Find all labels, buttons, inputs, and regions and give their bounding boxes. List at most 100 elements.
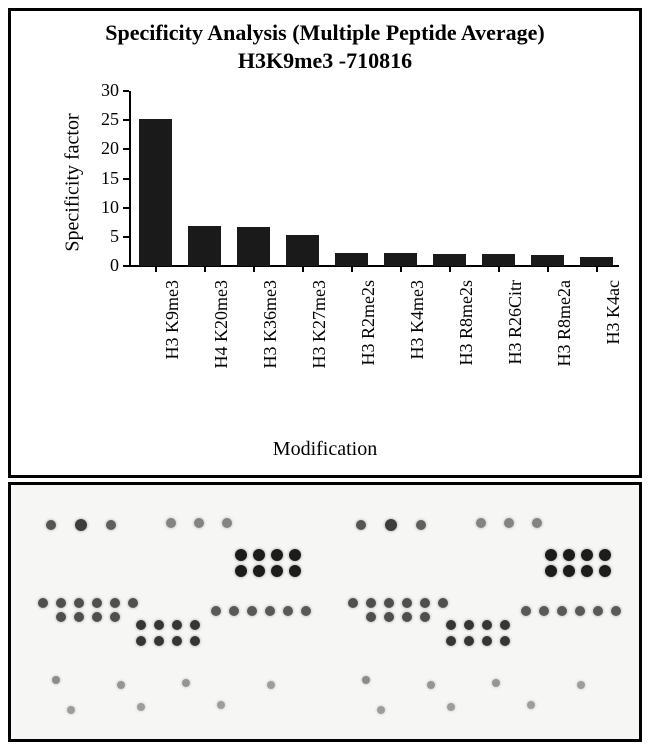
chart-title-line1: Specificity Analysis (Multiple Peptide A… — [11, 19, 639, 47]
blot-spot — [362, 676, 370, 684]
bar — [139, 119, 172, 266]
blot-spot — [253, 549, 265, 561]
blot-spot — [447, 703, 455, 711]
blot-spot — [464, 620, 474, 630]
y-tick-label: 15 — [79, 168, 119, 189]
blot-spot — [92, 612, 102, 622]
blot-spot — [136, 620, 146, 630]
blot-spot — [476, 518, 486, 528]
blot-spot — [271, 565, 283, 577]
blot-spot — [235, 565, 247, 577]
blot-spot — [563, 565, 575, 577]
blot-spot — [504, 518, 514, 528]
y-tick-label: 30 — [79, 80, 119, 101]
blot-image — [11, 485, 639, 739]
blot-spot — [56, 612, 66, 622]
blot-spot — [577, 681, 585, 689]
blot-spot — [289, 565, 301, 577]
blot-spot — [235, 549, 247, 561]
category-label: H3 K4ac — [603, 280, 624, 430]
blot-spot — [492, 679, 500, 687]
bar — [433, 254, 466, 266]
chart-panel: Specificity Analysis (Multiple Peptide A… — [8, 8, 642, 478]
blot-spot — [384, 598, 394, 608]
blot-spot — [289, 549, 301, 561]
blot-spot — [420, 598, 430, 608]
blot-spot — [416, 520, 426, 530]
blot-spot — [154, 636, 164, 646]
blot-spot — [128, 598, 138, 608]
blot-spot — [229, 606, 239, 616]
blot-spot — [427, 681, 435, 689]
blot-spot — [190, 636, 200, 646]
blot-spot — [420, 612, 430, 622]
x-axis-label: Modification — [11, 438, 639, 461]
blot-spot — [222, 518, 232, 528]
blot-spot — [172, 620, 182, 630]
blot-spot — [75, 519, 87, 531]
blot-spot — [402, 612, 412, 622]
blot-spot — [38, 598, 48, 608]
blot-spot — [593, 606, 603, 616]
category-label: H3 K27me3 — [309, 280, 330, 430]
y-tick-label: 5 — [79, 226, 119, 247]
blot-spot — [482, 620, 492, 630]
blot-spot — [74, 598, 84, 608]
blot-spot — [348, 598, 358, 608]
category-label: H3 K4me3 — [407, 280, 428, 430]
blot-spot — [377, 706, 385, 714]
blot-spot — [527, 701, 535, 709]
blot-spot — [500, 620, 510, 630]
blot-spot — [482, 636, 492, 646]
blot-spot — [154, 620, 164, 630]
y-tick-label: 20 — [79, 138, 119, 159]
blot-spot — [217, 701, 225, 709]
blot-spot — [599, 565, 611, 577]
category-label: H3 R2me2s — [358, 280, 379, 430]
bar — [482, 254, 515, 266]
blot-spot — [384, 612, 394, 622]
blot-spot — [110, 612, 120, 622]
blot-spot — [137, 703, 145, 711]
category-label: H3 R8me2s — [456, 280, 477, 430]
bar — [384, 253, 417, 266]
blot-spot — [366, 598, 376, 608]
y-tick-label: 0 — [79, 255, 119, 276]
category-label: H4 K20me3 — [211, 280, 232, 430]
blot-spot — [385, 519, 397, 531]
blot-spot — [106, 520, 116, 530]
blot-spot — [190, 620, 200, 630]
chart-title-line2: H3K9me3 -710816 — [11, 47, 639, 75]
blot-spot — [182, 679, 190, 687]
blot-spot — [356, 520, 366, 530]
blot-spot — [581, 565, 593, 577]
blot-spot — [611, 606, 621, 616]
blot-spot — [52, 676, 60, 684]
blot-spot — [532, 518, 542, 528]
blot-spot — [253, 565, 265, 577]
bar — [531, 255, 564, 266]
bar — [237, 227, 270, 266]
y-tick-label: 10 — [79, 197, 119, 218]
y-tick-label: 25 — [79, 109, 119, 130]
blot-spot — [117, 681, 125, 689]
blot-spot — [366, 612, 376, 622]
category-label: H3 K9me3 — [162, 280, 183, 430]
blot-spot — [92, 598, 102, 608]
bar — [580, 257, 613, 266]
plot-area: 051015202530H3 K9me3H4 K20me3H3 K36me3H3… — [129, 91, 619, 266]
blot-spot — [575, 606, 585, 616]
blot-spot — [194, 518, 204, 528]
blot-spot — [581, 549, 593, 561]
blot-spot — [46, 520, 56, 530]
blot-spot — [247, 606, 257, 616]
blot-spot — [500, 636, 510, 646]
blot-spot — [446, 620, 456, 630]
blot-spot — [110, 598, 120, 608]
blot-spot — [599, 549, 611, 561]
blot-spot — [271, 549, 283, 561]
blot-spot — [211, 606, 221, 616]
blot-spot — [539, 606, 549, 616]
category-label: H3 K36me3 — [260, 280, 281, 430]
blot-spot — [267, 681, 275, 689]
